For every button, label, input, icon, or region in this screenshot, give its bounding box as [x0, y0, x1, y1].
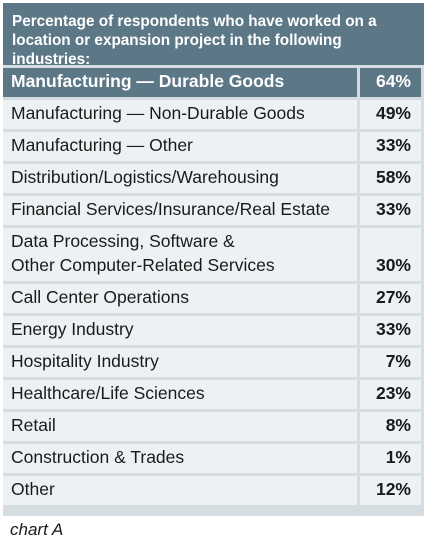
chart-caption: chart A: [10, 520, 64, 539]
row-label: Data Processing, Software & Other Comput…: [3, 228, 357, 281]
row-value: 8%: [360, 412, 421, 441]
row-value: 30%: [360, 228, 421, 281]
row-label: Distribution/Logistics/Warehousing: [3, 164, 357, 193]
table-row: Manufacturing — Other 33%: [3, 132, 424, 161]
row-label: Hospitality Industry: [3, 348, 357, 377]
row-value: 33%: [360, 132, 421, 161]
row-value: 49%: [360, 100, 421, 129]
table-row: Hospitality Industry 7%: [3, 348, 424, 377]
header-line-1: Percentage of respondents who have worke…: [12, 13, 377, 30]
row-label: Call Center Operations: [3, 284, 357, 313]
row-label: Manufacturing — Durable Goods: [3, 68, 357, 97]
table-row: Call Center Operations 27%: [3, 284, 424, 313]
table-header: Percentage of respondents who have worke…: [3, 3, 424, 68]
row-value: 23%: [360, 380, 421, 409]
row-label: Manufacturing — Non-Durable Goods: [3, 100, 357, 129]
row-value: 33%: [360, 196, 421, 225]
table-row: Distribution/Logistics/Warehousing 58%: [3, 164, 424, 193]
row-label: Financial Services/Insurance/Real Estate: [3, 196, 357, 225]
row-label: Energy Industry: [3, 316, 357, 345]
row-value: 7%: [360, 348, 421, 377]
row-value: 33%: [360, 316, 421, 345]
table-row: Energy Industry 33%: [3, 316, 424, 345]
table-row: Construction & Trades 1%: [3, 444, 424, 473]
row-label: Construction & Trades: [3, 444, 357, 473]
header-line-2: location or expansion project in the fol…: [12, 32, 342, 68]
row-label: Retail: [3, 412, 357, 441]
row-label: Other: [3, 476, 357, 505]
table-row: Data Processing, Software & Other Comput…: [3, 228, 424, 281]
row-label: Healthcare/Life Sciences: [3, 380, 357, 409]
row-value: 12%: [360, 476, 421, 505]
row-value: 27%: [360, 284, 421, 313]
table-row: Other 12%: [3, 476, 424, 505]
row-value: 58%: [360, 164, 421, 193]
table-row: Financial Services/Insurance/Real Estate…: [3, 196, 424, 225]
table-row: Manufacturing — Durable Goods 64%: [3, 68, 424, 97]
industry-table: Percentage of respondents who have worke…: [3, 3, 424, 516]
row-value: 1%: [360, 444, 421, 473]
row-label: Manufacturing — Other: [3, 132, 357, 161]
table-row: Manufacturing — Non-Durable Goods 49%: [3, 100, 424, 129]
table-row: Healthcare/Life Sciences 23%: [3, 380, 424, 409]
row-value: 64%: [360, 68, 421, 97]
table-row: Retail 8%: [3, 412, 424, 441]
